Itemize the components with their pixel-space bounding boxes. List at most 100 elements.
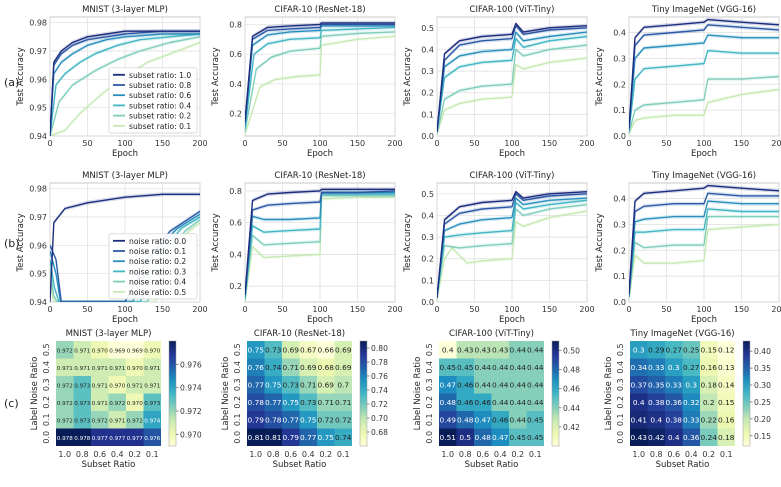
cell-label: 0.45 <box>510 433 527 442</box>
y-tick-label: 0.3 <box>233 378 242 391</box>
x-tick-label: 0.1 <box>146 450 159 459</box>
cell-label: 0.25 <box>683 345 700 354</box>
heatmap-cell <box>334 393 352 411</box>
y-axis-label: Test Accuracy <box>211 47 221 106</box>
y-tick-label: 0.0 <box>421 298 434 307</box>
heatmap-cell <box>665 358 683 376</box>
y-tick-label: 0.0 <box>421 132 434 141</box>
cell-label: 0.24 <box>701 433 718 442</box>
heatmap-cell <box>317 411 335 429</box>
y-tick-label: 0.0 <box>42 431 51 444</box>
y-tick-label: 0.0 <box>613 132 626 141</box>
series-group <box>629 183 779 302</box>
line-panel-a0: 0 50 100 150 200 0.94 0.95 0.96 0.97 0.98 MNIST (3… <box>16 5 208 159</box>
colorbar-label: 0.68 <box>371 428 388 437</box>
cell-label: 0.972 <box>127 418 143 424</box>
heatmap-cell <box>526 411 544 429</box>
heatmap-cell <box>509 358 527 376</box>
line-panel-a2: 0 50 100 150 200 0.0 0.1 0.2 0.3 0.4 0.5 CIFAR-100 … <box>403 5 595 159</box>
series-band <box>629 183 779 297</box>
row-label-c: (c) <box>4 397 19 410</box>
y-tick-label: 0.4 <box>421 45 434 54</box>
series-line <box>437 22 587 132</box>
y-tick-label: 0.3 <box>425 378 434 391</box>
heatmap-cell <box>456 428 474 446</box>
heatmap-cell <box>630 341 648 359</box>
x-axis-label: Subset Ratio <box>656 460 710 470</box>
y-tick-label: 0.2 <box>425 396 434 409</box>
x-tick-label: 100 <box>696 305 711 314</box>
series-band <box>629 22 779 131</box>
cell-label: 0.969 <box>127 348 143 354</box>
x-tick-label: 0.4 <box>494 450 507 459</box>
chart-title: CIFAR-100 (ViT-Tiny) <box>449 329 534 339</box>
x-tick-label: 200 <box>192 305 207 314</box>
legend-entry: subset ratio: 1.0 <box>129 71 191 80</box>
cell-label: 0.971 <box>92 383 108 389</box>
cell-label: 0.79 <box>248 415 265 424</box>
cell-label: 0.27 <box>666 345 683 354</box>
y-tick-label: 0.2 <box>233 396 242 409</box>
cell-label: 0.43 <box>631 433 648 442</box>
legend-entry: subset ratio: 0.6 <box>129 91 191 100</box>
series-line <box>437 210 587 300</box>
heatmap-cell <box>474 411 492 429</box>
y-axis-label: Test Accuracy <box>211 213 221 272</box>
heatmap-cell <box>299 358 317 376</box>
y-tick-label: 0.4 <box>229 80 242 89</box>
colorbar <box>168 340 177 447</box>
cell-label: 0.972 <box>57 401 73 407</box>
cell-label: 0.48 <box>457 415 474 424</box>
line-panel-b3: 0 50 100 150 200 0.0 0.1 0.2 0.3 0.4 Tiny ImageNet… <box>595 171 781 325</box>
cell-label: 0.973 <box>74 401 90 407</box>
heatmap-cell <box>647 341 665 359</box>
heatmap-cell <box>73 428 91 446</box>
cell-label: 0.5 <box>459 433 471 442</box>
line-panel-a1: 0 50 100 150 200 0.2 0.4 0.6 0.8 CIFAR-10 (ResNet… <box>211 5 403 159</box>
cell-label: 0.16 <box>701 363 718 372</box>
cell-label: 0.32 <box>683 398 699 407</box>
cell-label: 0.969 <box>109 348 125 354</box>
y-tick-label: 0.0 <box>613 298 626 307</box>
heatmap-cell <box>126 393 144 411</box>
y-tick-label: 0.1 <box>421 276 434 285</box>
x-axis-label: Epoch <box>499 149 525 159</box>
x-tick-label: 100 <box>312 305 327 314</box>
heatmap-cell <box>317 358 335 376</box>
colorbar <box>742 340 751 447</box>
colorbar <box>551 340 560 447</box>
x-tick-label: 50 <box>469 305 479 314</box>
cell-label: 0.971 <box>127 383 143 389</box>
y-tick-label: 0.5 <box>421 24 434 33</box>
y-tick-label: 0.3 <box>616 378 625 391</box>
cell-label: 0.44 <box>527 398 544 407</box>
x-tick-label: 150 <box>155 139 170 148</box>
heatmap-cell <box>126 376 144 394</box>
cell-label: 0.81 <box>248 433 265 442</box>
series-line <box>437 191 587 298</box>
heatmap-cell <box>317 428 335 446</box>
y-tick-label: 0.3 <box>613 220 626 229</box>
colorbar-label: 0.42 <box>563 423 580 432</box>
y-tick-label: 0.0 <box>425 431 434 444</box>
heatmap-panel-c2: CIFAR-100 (ViT-Tiny)0.4 0.43 0.43 0.43 0.44 0… <box>413 329 580 470</box>
heatmap-cell <box>108 341 126 359</box>
heatmap-cell <box>630 411 648 429</box>
cell-label: 0.977 <box>127 436 143 442</box>
x-tick-label: 0.2 <box>511 450 524 459</box>
legend-entry: subset ratio: 0.8 <box>129 81 191 90</box>
x-tick-label: 100 <box>312 139 327 148</box>
heatmap-cell <box>717 376 735 394</box>
cell-label: 0.29 <box>648 345 665 354</box>
y-tick-label: 0.4 <box>425 361 434 374</box>
cell-label: 0.44 <box>475 363 492 372</box>
series-line <box>50 222 200 302</box>
series-band <box>629 17 779 131</box>
heatmap-cell <box>474 376 492 394</box>
series-line <box>245 190 395 296</box>
y-tick-label: 0.2 <box>613 246 626 255</box>
series-band <box>629 222 779 302</box>
cell-label: 0.76 <box>248 363 265 372</box>
y-tick-label: 0.4 <box>229 250 242 259</box>
